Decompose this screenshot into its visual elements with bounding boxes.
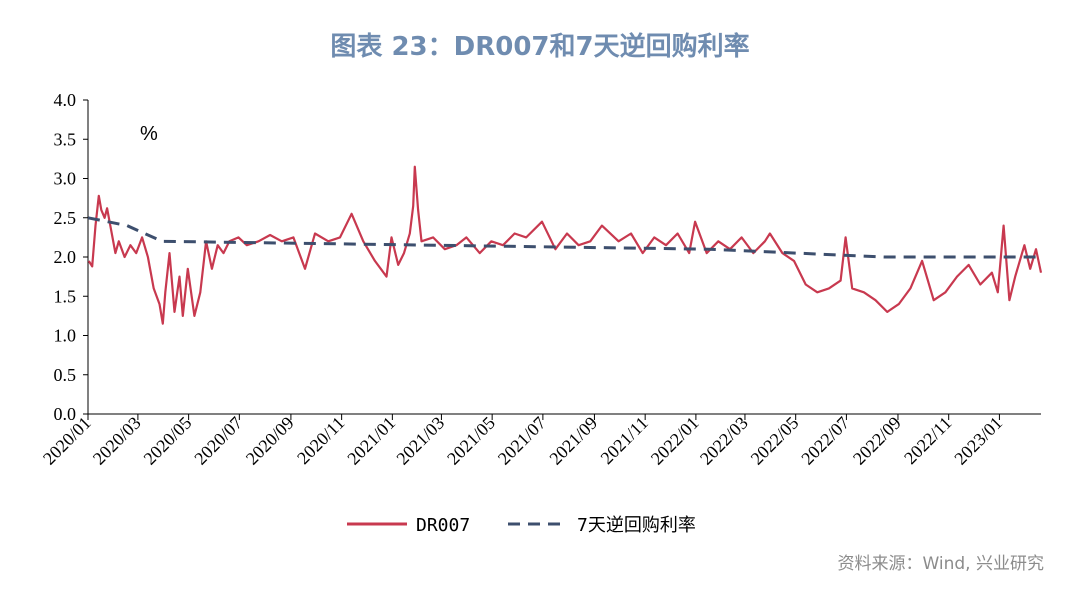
x-tick-label: 2022/05 bbox=[747, 413, 803, 469]
y-tick-label: 0.0 bbox=[54, 404, 77, 424]
x-tick-label: 2020/11 bbox=[293, 413, 348, 468]
series-line-reverse-repo bbox=[87, 216, 1041, 259]
x-tick-label: 2022/09 bbox=[849, 413, 905, 469]
legend-label-1: 7天逆回购利率 bbox=[577, 515, 696, 536]
x-tick-label: 2021/11 bbox=[597, 413, 652, 468]
series-line-dr007 bbox=[87, 165, 1043, 325]
x-tick-label: 2022/11 bbox=[900, 413, 955, 468]
x-tick-label: 2022/07 bbox=[797, 413, 853, 469]
y-tick-label: 2.5 bbox=[54, 208, 77, 228]
source-note: 资料来源：Wind, 兴业研究 bbox=[837, 554, 1044, 574]
x-tick-label: 2021/05 bbox=[443, 413, 499, 469]
y-tick-label: 1.5 bbox=[54, 286, 77, 306]
y-tick-label: 0.5 bbox=[54, 365, 77, 385]
series-layer bbox=[87, 165, 1043, 325]
x-tick-label: 2021/07 bbox=[494, 413, 550, 469]
legend-label-0: DR007 bbox=[416, 515, 470, 536]
y-tick-label: 3.5 bbox=[54, 129, 77, 149]
y-tick-label: 4.0 bbox=[54, 90, 77, 110]
x-tick-label: 2020/03 bbox=[89, 413, 145, 469]
unit-label: % bbox=[140, 123, 158, 145]
y-tick-label: 2.0 bbox=[54, 247, 77, 267]
x-tick-label: 2020/07 bbox=[190, 413, 246, 469]
x-tick-label: 2021/01 bbox=[343, 413, 399, 469]
x-tick-label: 2023/01 bbox=[950, 413, 1006, 469]
x-tick-label: 2022/01 bbox=[647, 413, 703, 469]
x-tick-label: 2021/03 bbox=[392, 413, 448, 469]
legend: DR007 7天逆回购利率 bbox=[347, 515, 696, 536]
x-tick-label: 2022/03 bbox=[696, 413, 752, 469]
x-tick-label: 2020/05 bbox=[140, 413, 196, 469]
x-tick-label: 2021/09 bbox=[545, 413, 601, 469]
y-tick-label: 1.0 bbox=[54, 326, 77, 346]
x-tick-label: 2020/09 bbox=[242, 413, 298, 469]
y-tick-label: 3.0 bbox=[54, 169, 77, 189]
chart-title: 图表 23：DR007和7天逆回购利率 bbox=[330, 32, 750, 62]
